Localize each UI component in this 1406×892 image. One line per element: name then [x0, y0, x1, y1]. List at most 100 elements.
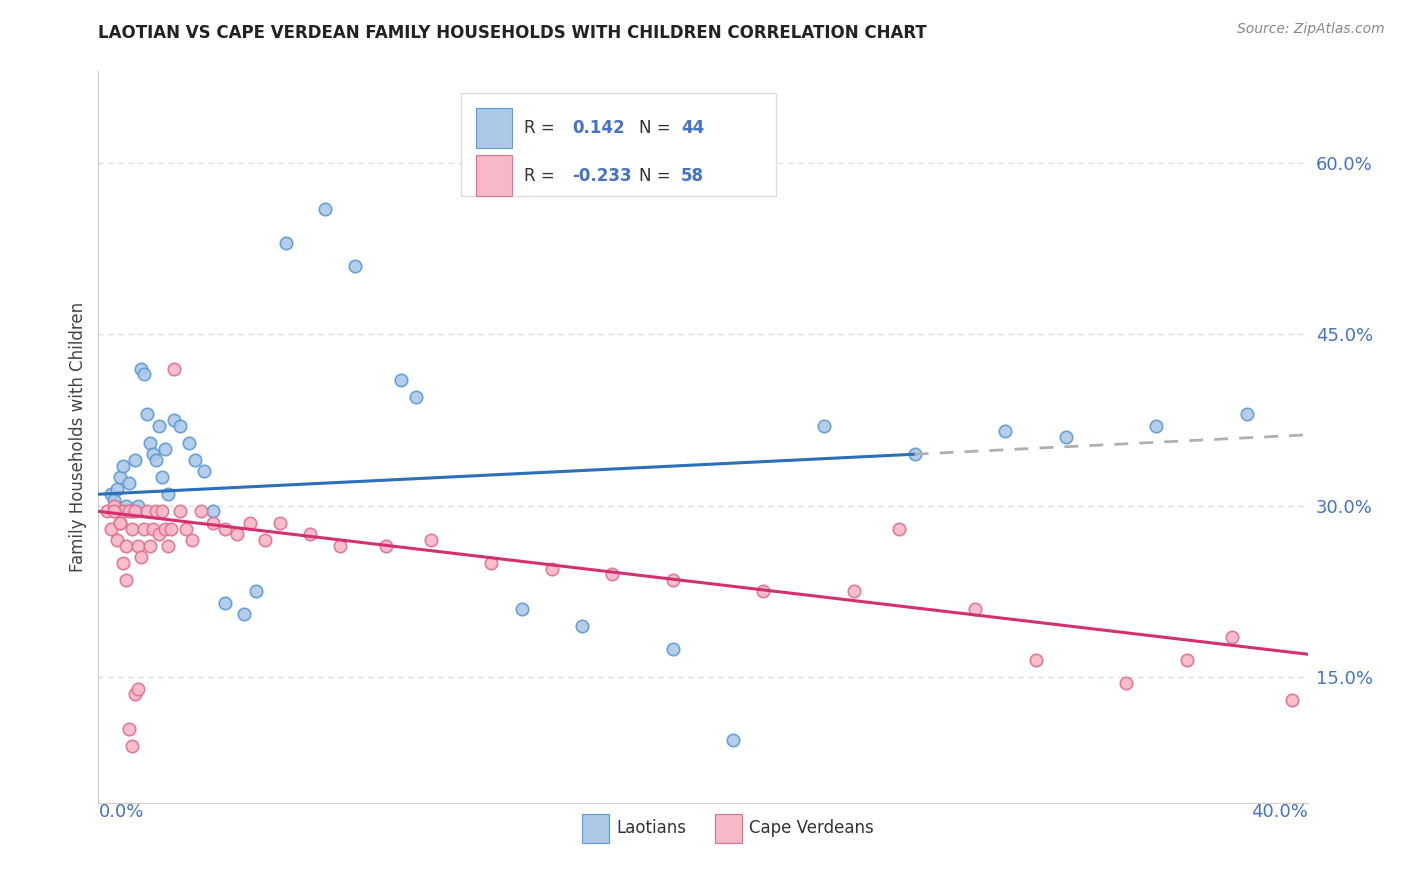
Point: [1175, 653, 1198, 667]
Point: [135, 504, 157, 518]
Bar: [716, 814, 742, 843]
Point: [118, 504, 141, 518]
Point: [181, 533, 204, 547]
Point: [118, 722, 141, 736]
Point: [184, 453, 207, 467]
Point: [1236, 407, 1258, 421]
Point: [239, 516, 262, 530]
Point: [844, 584, 866, 599]
Point: [150, 504, 173, 518]
Text: 0.142: 0.142: [572, 119, 626, 137]
Point: [190, 504, 212, 518]
Point: [661, 573, 683, 587]
Point: [139, 539, 162, 553]
Point: [156, 487, 179, 501]
Text: N =: N =: [638, 119, 676, 137]
Point: [540, 561, 562, 575]
Point: [314, 202, 336, 216]
Point: [274, 235, 297, 250]
Point: [169, 504, 191, 518]
Point: [510, 601, 533, 615]
Bar: [461, 94, 776, 195]
Point: [127, 499, 149, 513]
Point: [1054, 430, 1077, 444]
Point: [111, 556, 134, 570]
Point: [965, 601, 987, 615]
Point: [160, 521, 183, 535]
Point: [108, 516, 131, 530]
Point: [1281, 693, 1303, 707]
Point: [481, 556, 503, 570]
Point: [121, 739, 143, 753]
Text: R =: R =: [524, 119, 560, 137]
Point: [148, 418, 170, 433]
Point: [145, 504, 167, 518]
Point: [405, 390, 427, 404]
Text: 44: 44: [682, 119, 704, 137]
Bar: [475, 155, 512, 195]
Text: Source: ZipAtlas.com: Source: ZipAtlas.com: [1237, 22, 1385, 37]
Point: [202, 516, 225, 530]
Point: [245, 584, 267, 599]
Text: Cape Verdeans: Cape Verdeans: [749, 820, 873, 838]
Point: [163, 413, 186, 427]
Point: [994, 425, 1017, 439]
Point: [602, 567, 624, 582]
Point: [163, 361, 186, 376]
Point: [114, 499, 136, 513]
Point: [132, 521, 155, 535]
Text: N =: N =: [638, 167, 676, 185]
Point: [253, 533, 276, 547]
Point: [202, 504, 225, 518]
Point: [156, 539, 179, 553]
Point: [100, 521, 122, 535]
Point: [103, 499, 125, 513]
Point: [299, 527, 322, 541]
Point: [118, 475, 141, 490]
Point: [114, 539, 136, 553]
Text: 58: 58: [682, 167, 704, 185]
Point: [127, 539, 149, 553]
Point: [752, 584, 775, 599]
Text: R =: R =: [524, 167, 560, 185]
Point: [121, 521, 143, 535]
Point: [169, 418, 191, 433]
Point: [139, 435, 162, 450]
Point: [329, 539, 352, 553]
Point: [269, 516, 291, 530]
Text: Laotians: Laotians: [616, 820, 686, 838]
Point: [174, 521, 197, 535]
Point: [127, 681, 149, 696]
Point: [132, 368, 155, 382]
Point: [103, 504, 125, 518]
Point: [124, 453, 146, 467]
Point: [100, 487, 122, 501]
Point: [179, 435, 201, 450]
Point: [232, 607, 254, 622]
Bar: [582, 814, 609, 843]
Point: [129, 361, 152, 376]
Point: [723, 733, 745, 747]
Point: [129, 550, 152, 565]
Point: [153, 442, 176, 456]
Point: [121, 504, 143, 518]
Point: [889, 521, 911, 535]
Point: [103, 492, 125, 507]
Text: LAOTIAN VS CAPE VERDEAN FAMILY HOUSEHOLDS WITH CHILDREN CORRELATION CHART: LAOTIAN VS CAPE VERDEAN FAMILY HOUSEHOLD…: [98, 24, 927, 42]
Point: [153, 521, 176, 535]
Point: [420, 533, 443, 547]
Point: [142, 521, 165, 535]
Text: -0.233: -0.233: [572, 167, 633, 185]
Point: [148, 527, 170, 541]
Text: 0.0%: 0.0%: [98, 803, 143, 821]
Point: [193, 464, 215, 478]
Point: [226, 527, 249, 541]
Point: [150, 470, 173, 484]
Point: [111, 504, 134, 518]
Point: [96, 504, 118, 518]
Point: [124, 687, 146, 701]
Point: [374, 539, 396, 553]
Point: [389, 373, 412, 387]
Point: [1115, 675, 1137, 690]
Point: [135, 407, 157, 421]
